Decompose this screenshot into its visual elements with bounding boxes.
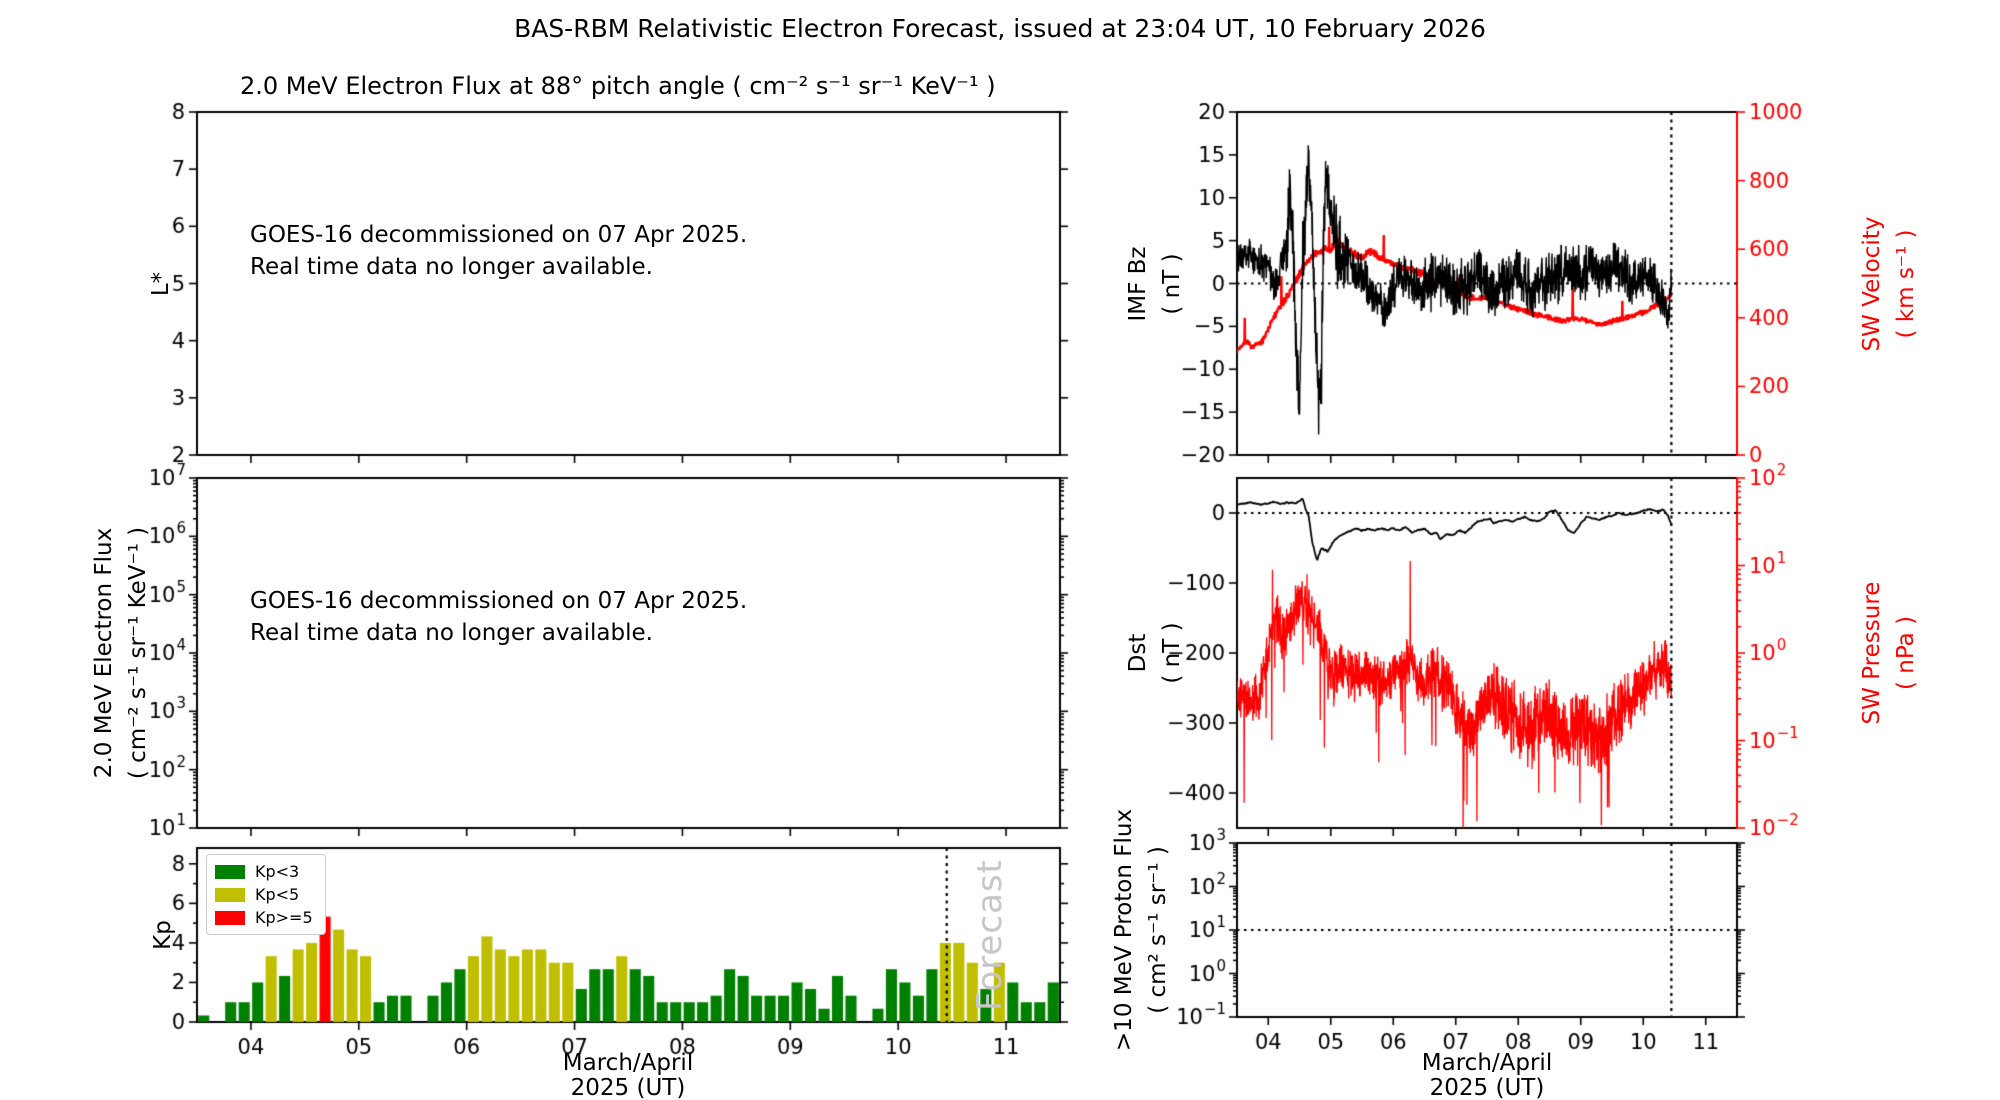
left-xaxis-label-year: 2025 (UT): [570, 1075, 686, 1100]
sw-pressure-axis-label-line2: ( nPa ): [1893, 615, 1919, 691]
kp-lt3-swatch: [215, 864, 245, 879]
goes-notice-line1: GOES-16 decommissioned on 07 Apr 2025.: [250, 222, 748, 248]
kp-lt5-label: Kp<5: [255, 885, 300, 904]
left-xaxis-label-month: March/April: [562, 1050, 694, 1076]
sw-velocity-axis-label-line1: SW Velocity: [1859, 216, 1885, 352]
forecast-watermark: Forecast: [970, 859, 1010, 1011]
goes-notice-line2-flux: Real time data no longer available.: [250, 620, 653, 646]
kp-lt3-label: Kp<3: [255, 862, 300, 881]
kp-ge5-swatch: [215, 910, 245, 925]
kp-legend-item-lt5: Kp<5: [215, 883, 313, 906]
flux-axis-label-line2: ( cm⁻² s⁻¹ sr⁻¹ KeV⁻¹ ): [125, 526, 151, 780]
page-title: BAS-RBM Relativistic Electron Forecast, …: [514, 14, 1486, 43]
imf-bz-axis-label-line1: IMF Bz: [1125, 246, 1151, 322]
left-column-subtitle: 2.0 MeV Electron Flux at 88° pitch angle…: [240, 72, 996, 100]
dst-axis-label-line2: ( nT ): [1159, 622, 1185, 684]
lstar-axis-label: L*: [148, 271, 174, 297]
goes-notice-line1-flux: GOES-16 decommissioned on 07 Apr 2025.: [250, 588, 748, 614]
sw-pressure-axis-label-line1: SW Pressure: [1859, 581, 1885, 725]
goes-notice-line2: Real time data no longer available.: [250, 254, 653, 280]
kp-ge5-label: Kp>=5: [255, 908, 313, 927]
right-xaxis-label-month: March/April: [1421, 1050, 1553, 1076]
proton-flux-axis-label-line1: >10 MeV Proton Flux: [1111, 808, 1137, 1052]
kp-legend: Kp<3 Kp<5 Kp>=5: [206, 854, 326, 935]
sw-velocity-axis-label-line2: ( km s⁻¹ ): [1893, 229, 1919, 339]
dst-axis-label-line1: Dst: [1125, 633, 1151, 673]
kp-legend-item-lt3: Kp<3: [215, 860, 313, 883]
kp-lt5-swatch: [215, 887, 245, 902]
right-xaxis-label-year: 2025 (UT): [1429, 1075, 1545, 1100]
imf-bz-axis-label-line2: ( nT ): [1159, 253, 1185, 315]
kp-legend-item-ge5: Kp>=5: [215, 906, 313, 929]
proton-flux-axis-label-line2: ( cm² s⁻¹ sr⁻¹ ): [1145, 846, 1171, 1014]
flux-axis-label-line1: 2.0 MeV Electron Flux: [91, 527, 117, 779]
kp-axis-label: Kp: [150, 920, 176, 950]
